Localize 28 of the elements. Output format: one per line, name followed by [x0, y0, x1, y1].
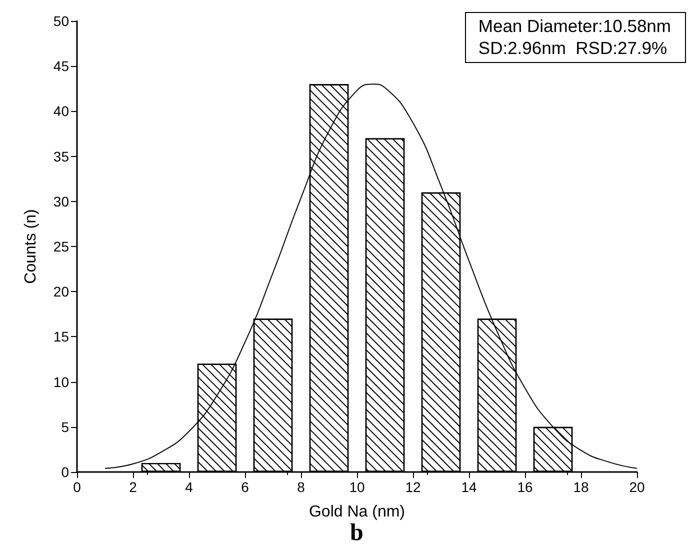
y-tick-label: 30: [53, 193, 70, 210]
x-tick-label: 14: [461, 479, 477, 495]
x-tick-label: 10: [349, 479, 365, 495]
y-axis-title: Counts (n): [22, 209, 40, 284]
y-tick-label: 5: [61, 418, 70, 435]
y-tick-label: 20: [53, 284, 70, 300]
x-tick-label: 16: [517, 479, 533, 495]
x-tick-label: 20: [629, 479, 645, 495]
y-tick-label: 0: [61, 464, 70, 480]
y-tick-label: 45: [53, 58, 70, 74]
x-tick-label: 12: [405, 479, 421, 495]
y-tick-label: 35: [53, 148, 70, 164]
line-series: [104, 84, 638, 469]
x-axis-title: Gold Na (nm): [308, 504, 406, 520]
y-tick-label: 40: [53, 103, 70, 120]
x-tick-label: 0: [73, 479, 82, 495]
x-tick-label: 4: [185, 479, 194, 495]
x-tick-label: 18: [573, 479, 589, 495]
y-tick-label: 10: [53, 374, 70, 390]
x-tick-label: 8: [297, 479, 306, 495]
text: b: [350, 520, 364, 547]
y-tick-label: 50: [53, 13, 70, 29]
y-tick-label: 25: [53, 238, 70, 254]
y-tick-label: 15: [53, 328, 70, 345]
x-tick-label: 2: [129, 479, 138, 495]
x-tick-label: 6: [241, 479, 250, 495]
annotation: Mean Diameter:10.58nm: [478, 15, 671, 37]
annotation: SD:2.96nm RSD:27.9%: [478, 37, 668, 59]
